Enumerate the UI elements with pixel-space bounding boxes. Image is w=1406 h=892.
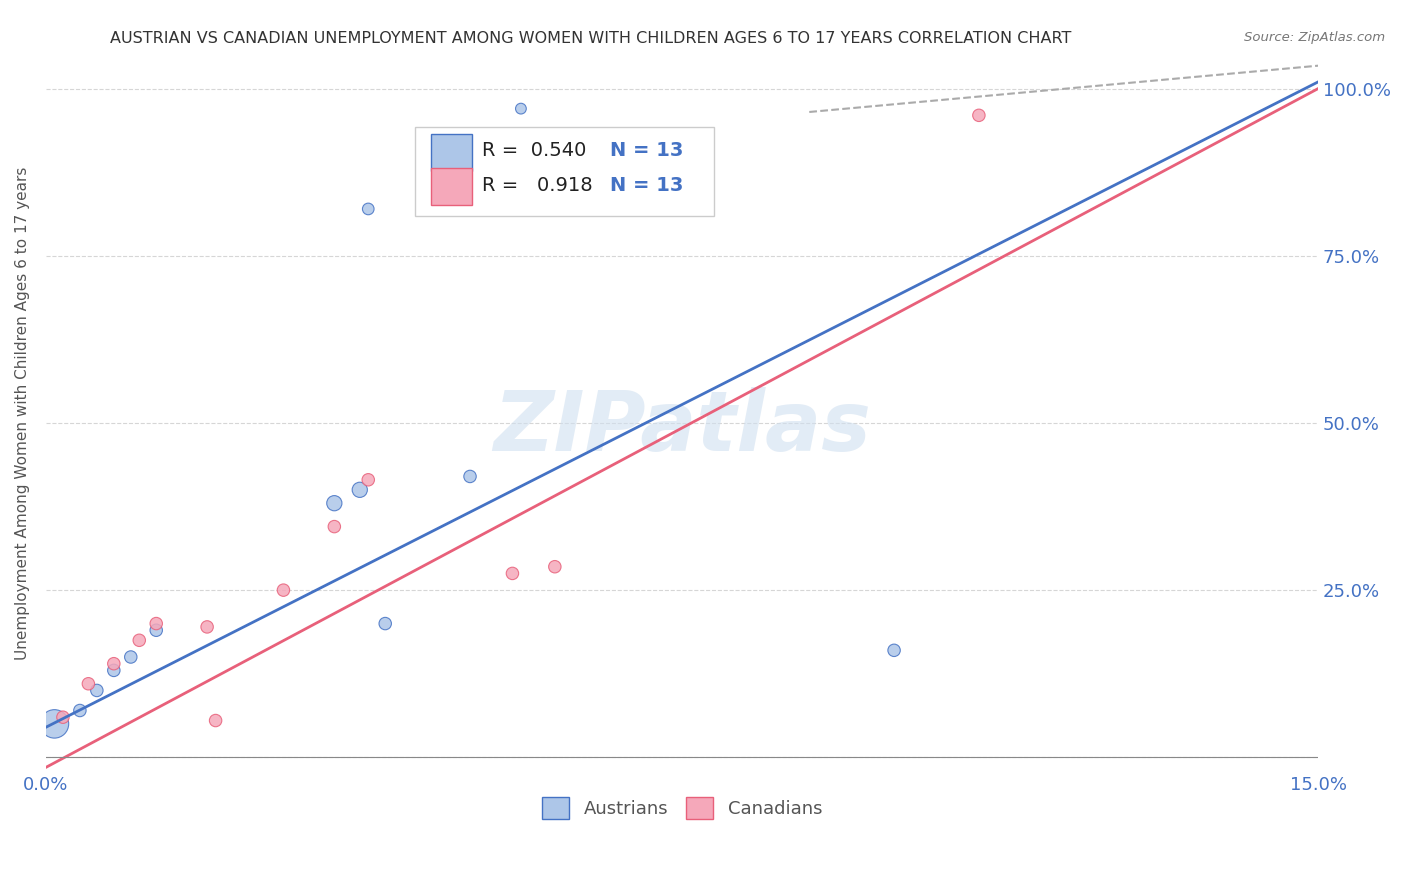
Point (77, 677, 100, 691)
Point (349, 483, 371, 497)
Point (273, 583, 295, 598)
Point (357, 473, 380, 487)
Text: N = 13: N = 13 (610, 176, 683, 194)
Text: R =  0.540: R = 0.540 (482, 141, 586, 160)
Point (883, 643, 905, 657)
FancyBboxPatch shape (415, 127, 714, 216)
Point (204, 714, 226, 728)
Point (145, 624, 167, 638)
Text: AUSTRIAN VS CANADIAN UNEMPLOYMENT AMONG WOMEN WITH CHILDREN AGES 6 TO 17 YEARS C: AUSTRIAN VS CANADIAN UNEMPLOYMENT AMONG … (110, 31, 1071, 46)
Point (69, 704, 91, 718)
Point (323, 519, 346, 533)
FancyBboxPatch shape (432, 169, 472, 205)
Point (458, 469, 481, 483)
Y-axis label: Unemployment Among Women with Children Ages 6 to 17 years: Unemployment Among Women with Children A… (15, 166, 30, 659)
Point (509, 102, 531, 116)
Point (52, 710, 75, 724)
Point (357, 202, 380, 216)
Point (44, 717, 66, 731)
FancyBboxPatch shape (432, 134, 472, 171)
Point (120, 650, 142, 665)
Point (195, 620, 218, 634)
Point (103, 657, 125, 671)
Legend: Austrians, Canadians: Austrians, Canadians (534, 789, 830, 826)
Text: Source: ZipAtlas.com: Source: ZipAtlas.com (1244, 31, 1385, 45)
Point (128, 633, 150, 648)
Text: R =   0.918: R = 0.918 (482, 176, 593, 194)
Point (323, 496, 346, 510)
Text: N = 13: N = 13 (610, 141, 683, 160)
Point (103, 664, 125, 678)
Point (544, 559, 567, 574)
Point (501, 566, 523, 581)
Text: ZIPatlas: ZIPatlas (494, 387, 870, 467)
Point (145, 616, 167, 631)
Point (374, 616, 396, 631)
Point (86, 683, 108, 698)
Point (967, 108, 990, 122)
